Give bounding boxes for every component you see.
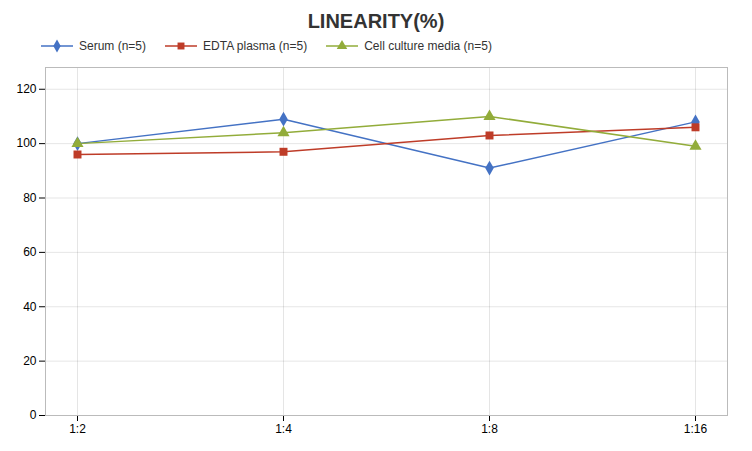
svg-text:60: 60	[23, 245, 37, 259]
html-text:Cell culture media (n=5): Cell culture media (n=5)	[364, 39, 492, 53]
svg-text:1:16: 1:16	[684, 422, 708, 436]
svg-text:0: 0	[30, 408, 37, 422]
svg-text:40: 40	[23, 300, 37, 314]
svg-text:100: 100	[16, 136, 36, 150]
svg-text:80: 80	[23, 191, 37, 205]
svg-text:20: 20	[23, 354, 37, 368]
html-text:LINEARITY(%): LINEARITY(%)	[307, 10, 445, 32]
html-text:Serum (n=5): Serum (n=5)	[79, 39, 146, 53]
svg-text:1:8: 1:8	[481, 422, 498, 436]
svg-text:120: 120	[16, 82, 36, 96]
html-text:EDTA plasma (n=5): EDTA plasma (n=5)	[203, 39, 308, 53]
svg-text:1:4: 1:4	[275, 422, 292, 436]
svg-text:1:2: 1:2	[69, 422, 86, 436]
